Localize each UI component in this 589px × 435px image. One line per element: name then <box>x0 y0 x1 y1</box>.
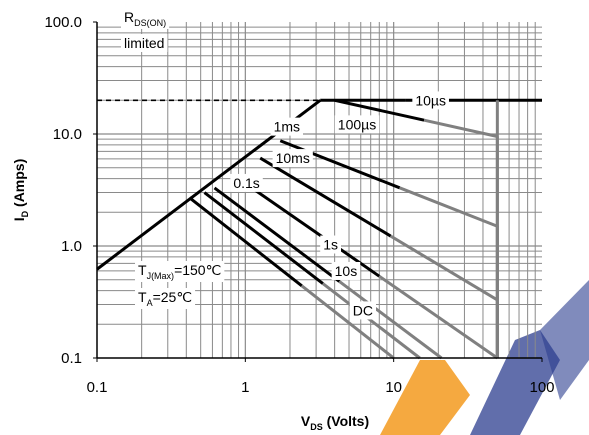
series-line-5 <box>213 186 341 283</box>
rds-on-label-background <box>121 8 170 29</box>
series-line-1 <box>334 98 425 122</box>
ta-label: TA=25℃ <box>138 289 192 308</box>
y-tick-label-3: 100.0 <box>44 14 82 31</box>
series-label-5-background <box>320 235 342 254</box>
series-label-0: 10µs <box>415 92 446 108</box>
series-line-4 <box>234 174 381 278</box>
rds-limited-label: limited <box>124 35 164 51</box>
series-line-7-tail <box>300 284 395 360</box>
series-line-5-tail <box>338 280 443 360</box>
x-tick-label-3: 100 <box>529 379 554 396</box>
series-label-0-background <box>412 91 449 110</box>
series-line-2-tail <box>399 186 498 228</box>
y-tick-label-1: 1.0 <box>61 238 82 255</box>
rds-on-label: RDS(ON) <box>124 9 166 28</box>
series-label-5: 1s <box>323 237 338 253</box>
series-label-2-background <box>270 117 304 136</box>
watermark-logo <box>380 280 589 435</box>
series-line-1-tail <box>423 118 498 138</box>
ta-label-background <box>135 288 196 309</box>
series-line-3 <box>259 156 392 238</box>
x-tick-label-1: 1 <box>241 379 249 396</box>
y-tick-label-0: 0.1 <box>61 350 82 367</box>
y-axis-title: ID (Amps) <box>11 159 30 222</box>
chart-curves <box>96 98 542 360</box>
series-label-7-background <box>349 301 377 320</box>
chart-labels: 10µs 100µs 1ms 10ms 0.1s 1s 10s DC RDS(ON) limite… <box>121 8 449 320</box>
series-line-6 <box>203 191 324 285</box>
x-tick-label-2: 10 <box>385 379 402 396</box>
chart-axes: 0.1 1 10 100 0.1 1.0 10.0 100.0 VDS (Volts) ID (A… <box>11 14 555 432</box>
series-line-3-tail <box>389 234 499 302</box>
series-label-3: 10ms <box>276 150 310 166</box>
x-tick-label-0: 0.1 <box>87 379 108 396</box>
rds-limited-label-background <box>121 34 168 52</box>
series-label-4: 0.1s <box>233 175 259 191</box>
series-line-6-tail <box>321 282 421 360</box>
series-label-3-background <box>272 149 313 168</box>
y-tick-label-2: 10.0 <box>53 126 82 143</box>
watermark-orange-shape <box>380 360 470 435</box>
series-line-4-tail <box>378 274 499 360</box>
series-label-1: 100µs <box>338 116 376 132</box>
series-label-6: 10s <box>335 263 358 279</box>
tj-label-background <box>135 261 225 282</box>
watermark-blue-shape-2 <box>540 280 589 400</box>
series-label-4-background <box>230 173 263 192</box>
series-label-6-background <box>331 261 361 280</box>
series-label-7: DC <box>353 302 373 318</box>
x-axis-title: VDS (Volts) <box>301 413 369 432</box>
tj-label: TJ(Max)=150℃ <box>138 262 221 281</box>
series-label-2: 1ms <box>274 119 300 135</box>
series-line-7 <box>188 196 303 288</box>
series-label-1-background <box>334 115 380 134</box>
series-line-2 <box>279 139 401 190</box>
watermark-blue-shape <box>470 330 560 435</box>
